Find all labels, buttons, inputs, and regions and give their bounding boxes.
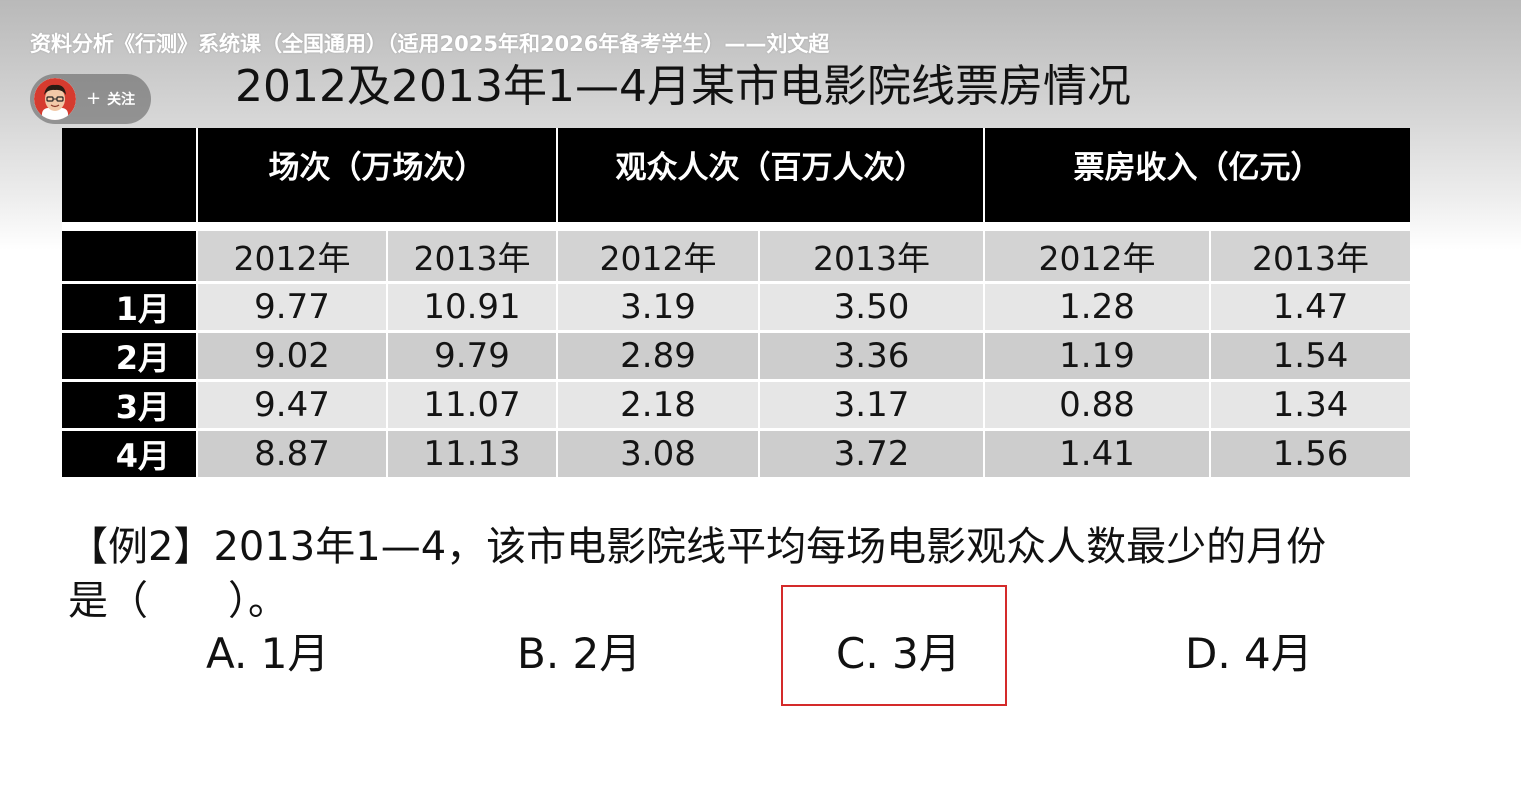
table-row: 2月 9.02 9.79 2.89 3.36 1.19 1.54 <box>62 333 1410 382</box>
table-cell: 2.89 <box>558 333 760 382</box>
table-corner-cell <box>62 231 198 284</box>
table-cell: 0.88 <box>985 382 1211 431</box>
option-d: D. 4月 <box>1185 629 1313 678</box>
option-c: C. 3月 <box>836 629 961 678</box>
group-header-screenings: 场次（万场次） <box>198 128 558 231</box>
table-cell: 9.02 <box>198 333 388 382</box>
year-header: 2012年 <box>198 231 388 284</box>
table-corner-cell <box>62 128 198 231</box>
table-cell: 3.36 <box>760 333 985 382</box>
table-cell: 10.91 <box>388 284 558 333</box>
table-cell: 11.07 <box>388 382 558 431</box>
option-a: A. 1月 <box>206 629 330 678</box>
video-title: 资料分析《行测》系统课（全国通用）（适用2025年和2026年备考学生）——刘文… <box>30 32 830 56</box>
answer-highlight-box <box>781 585 1007 706</box>
group-header-audience: 观众人次（百万人次） <box>558 128 985 231</box>
table-cell: 2.18 <box>558 382 760 431</box>
row-month-label: 1月 <box>62 284 198 333</box>
plus-icon: + <box>86 88 102 109</box>
table-cell: 1.19 <box>985 333 1211 382</box>
table-cell: 1.41 <box>985 431 1211 480</box>
follow-button[interactable]: + 关注 <box>86 88 135 110</box>
table-cell: 1.56 <box>1211 431 1410 480</box>
table-cell: 9.77 <box>198 284 388 333</box>
table-cell: 3.50 <box>760 284 985 333</box>
row-month-label: 4月 <box>62 431 198 480</box>
table-cell: 9.47 <box>198 382 388 431</box>
table-row: 4月 8.87 11.13 3.08 3.72 1.41 1.56 <box>62 431 1410 480</box>
author-avatar[interactable] <box>34 78 76 120</box>
group-header-revenue: 票房收入（亿元） <box>985 128 1410 231</box>
table-cell: 1.54 <box>1211 333 1410 382</box>
avatar-portrait-icon <box>34 78 76 120</box>
table-cell: 8.87 <box>198 431 388 480</box>
year-header: 2012年 <box>985 231 1211 284</box>
table-cell: 11.13 <box>388 431 558 480</box>
row-month-label: 2月 <box>62 333 198 382</box>
question-line-2: 是（ ）。 <box>68 578 288 624</box>
box-office-table: 场次（万场次） 观众人次（百万人次） 票房收入（亿元） 2012年 2013年 … <box>62 128 1410 480</box>
year-header: 2012年 <box>558 231 760 284</box>
slide-title: 2012及2013年1—4月某市电影院线票房情况 <box>235 61 1131 112</box>
option-b: B. 2月 <box>517 629 642 678</box>
table-cell: 3.72 <box>760 431 985 480</box>
table-cell: 1.28 <box>985 284 1211 333</box>
question-text: 【例2】2013年1—4，该市电影院线平均每场电影观众人数最少的月份 是（ ）。 <box>68 520 1428 628</box>
table-cell: 1.47 <box>1211 284 1410 333</box>
question-line-1: 【例2】2013年1—4，该市电影院线平均每场电影观众人数最少的月份 <box>68 524 1327 570</box>
author-pill[interactable]: + 关注 <box>30 74 151 124</box>
table-cell: 3.19 <box>558 284 760 333</box>
table-cell: 3.17 <box>760 382 985 431</box>
table-cell: 9.79 <box>388 333 558 382</box>
follow-label: 关注 <box>107 92 136 108</box>
row-month-label: 3月 <box>62 382 198 431</box>
year-header: 2013年 <box>760 231 985 284</box>
year-header: 2013年 <box>388 231 558 284</box>
table-cell: 3.08 <box>558 431 760 480</box>
table-row: 1月 9.77 10.91 3.19 3.50 1.28 1.47 <box>62 284 1410 333</box>
table-row: 3月 9.47 11.07 2.18 3.17 0.88 1.34 <box>62 382 1410 431</box>
table-year-header-row: 2012年 2013年 2012年 2013年 2012年 2013年 <box>62 231 1410 284</box>
year-header: 2013年 <box>1211 231 1410 284</box>
table-group-header-row: 场次（万场次） 观众人次（百万人次） 票房收入（亿元） <box>62 128 1410 231</box>
table-cell: 1.34 <box>1211 382 1410 431</box>
